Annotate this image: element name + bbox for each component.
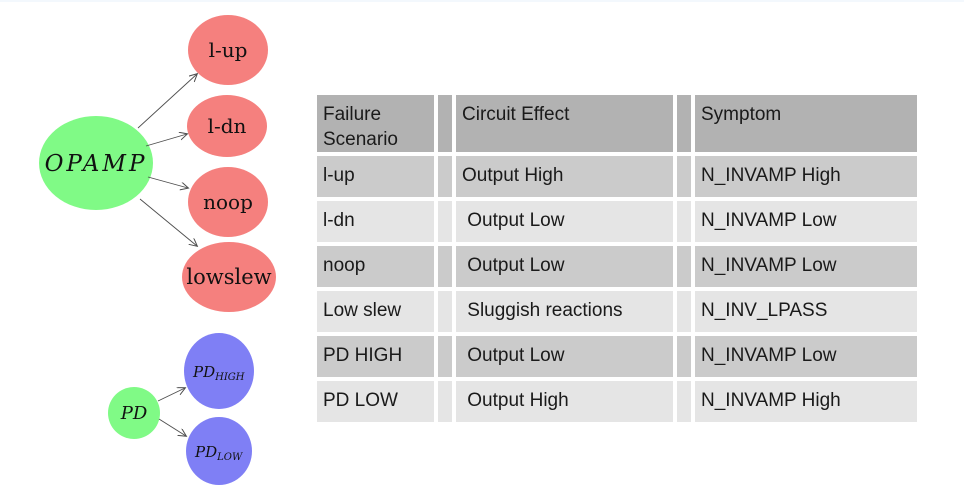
node-l-dn-label: l-dn xyxy=(208,114,247,138)
cell-failure-scenario: noop xyxy=(317,246,434,288)
spacer-cell xyxy=(438,156,452,198)
spacer-cell xyxy=(677,381,691,423)
node-pd-label: PD xyxy=(120,403,148,424)
spacer-cell xyxy=(677,156,691,198)
top-accent-bar xyxy=(0,0,964,2)
spacer-cell xyxy=(438,246,452,288)
node-noop-label: noop xyxy=(203,190,253,214)
cell-symptom: N_INVAMP High xyxy=(695,381,917,423)
node-lowslew xyxy=(182,242,276,312)
spacer-cell xyxy=(677,201,691,243)
arrow-opamp-lowslew xyxy=(139,198,197,246)
cell-circuit-effect: Output High xyxy=(456,156,673,198)
spacer-cell xyxy=(438,291,452,333)
spacer-cell xyxy=(438,95,452,153)
col-header-symptom: Symptom xyxy=(695,95,917,153)
cell-failure-scenario: PD HIGH xyxy=(317,336,434,378)
spacer-cell xyxy=(438,381,452,423)
node-lowslew-label: lowslew xyxy=(186,265,271,289)
arrow-pd-high xyxy=(157,388,185,402)
table-row-low-slew: Low slew Sluggish reactions N_INV_LPASS xyxy=(317,291,917,333)
node-pd-low-label: PDLOW xyxy=(194,443,243,463)
cell-failure-scenario: PD LOW xyxy=(317,381,434,423)
cell-failure-scenario: l-up xyxy=(317,156,434,198)
node-opamp xyxy=(39,116,153,210)
table-row-l-up: l-up Output High N_INVAMP High xyxy=(317,156,917,198)
cell-symptom: N_INVAMP High xyxy=(695,156,917,198)
cell-symptom: N_INVAMP Low xyxy=(695,246,917,288)
node-pd xyxy=(108,387,160,439)
node-l-dn xyxy=(187,95,267,157)
cell-circuit-effect: Output High xyxy=(456,381,673,423)
arrow-opamp-noop xyxy=(147,176,188,188)
cell-failure-scenario: Low slew xyxy=(317,291,434,333)
col-header-circuit-effect: Circuit Effect xyxy=(456,95,673,153)
cell-failure-scenario: l-dn xyxy=(317,201,434,243)
spacer-cell xyxy=(438,201,452,243)
cell-circuit-effect: Output Low xyxy=(456,246,673,288)
node-l-up-label: l-up xyxy=(209,38,248,62)
cell-circuit-effect: Sluggish reactions xyxy=(456,291,673,333)
table-row-noop: noop Output Low N_INVAMP Low xyxy=(317,246,917,288)
table-row-pd-high: PD HIGH Output Low N_INVAMP Low xyxy=(317,336,917,378)
spacer-cell xyxy=(677,336,691,378)
cell-circuit-effect: Output Low xyxy=(456,201,673,243)
node-pd-high-subscript: HIGH xyxy=(214,372,245,383)
col-header-failure-scenario: Failure Scenario xyxy=(317,95,434,153)
node-pd-high-label: PDHIGH xyxy=(192,363,245,383)
cell-symptom: N_INVAMP Low xyxy=(695,336,917,378)
arrow-opamp-lup xyxy=(137,74,197,129)
node-opamp-label: OPAMP xyxy=(45,151,148,177)
table-row-l-dn: l-dn Output Low N_INVAMP Low xyxy=(317,201,917,243)
arrow-opamp-ldn xyxy=(145,134,187,147)
spacer-cell xyxy=(677,95,691,153)
node-pd-high xyxy=(184,333,254,409)
failure-scenario-table: Failure Scenario Circuit Effect Symptom … xyxy=(313,91,921,427)
node-pd-low-subscript: LOW xyxy=(216,452,243,463)
spacer-cell xyxy=(677,246,691,288)
arrow-pd-low xyxy=(158,418,186,436)
node-l-up xyxy=(188,15,268,85)
table-header-row: Failure Scenario Circuit Effect Symptom xyxy=(317,95,917,153)
node-noop xyxy=(188,167,268,237)
table-row-pd-low: PD LOW Output High N_INVAMP High xyxy=(317,381,917,423)
cell-symptom: N_INVAMP Low xyxy=(695,201,917,243)
cell-circuit-effect: Output Low xyxy=(456,336,673,378)
spacer-cell xyxy=(677,291,691,333)
spacer-cell xyxy=(438,336,452,378)
fault-tree-diagram: OPAMP l-up l-dn noop lowslew PD PDHIGH P… xyxy=(39,15,276,485)
cell-symptom: N_INV_LPASS xyxy=(695,291,917,333)
node-pd-low xyxy=(186,417,252,485)
